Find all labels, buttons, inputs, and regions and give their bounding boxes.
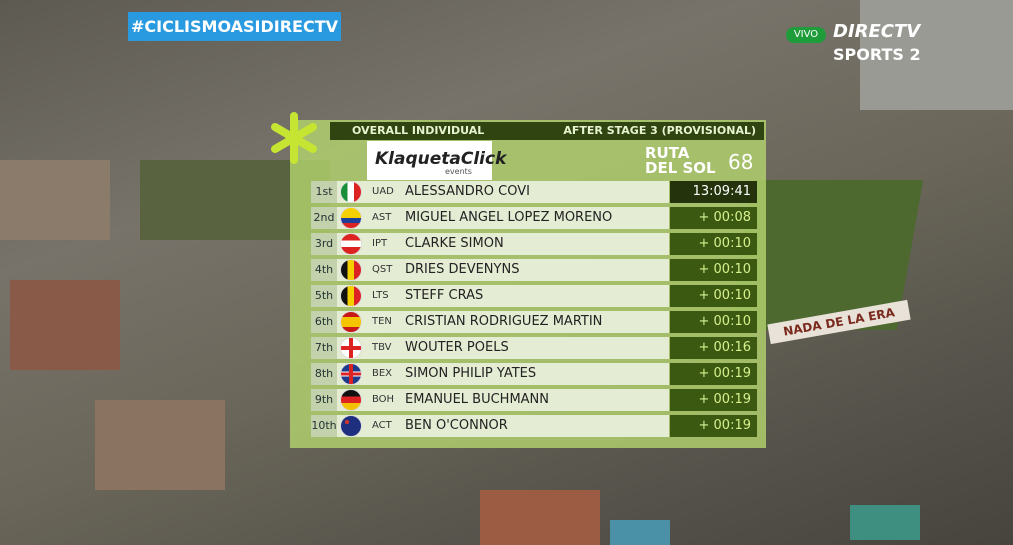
row-bar bbox=[337, 389, 669, 411]
position: 1st bbox=[311, 181, 337, 203]
flag bbox=[340, 207, 362, 229]
rider: STEFF CRAS bbox=[405, 288, 484, 303]
team: QST bbox=[372, 264, 393, 275]
team: TBV bbox=[372, 342, 392, 353]
time: + 00:10 bbox=[670, 259, 757, 281]
building bbox=[860, 0, 1013, 110]
sponsor-logo: KlaquetaClick events bbox=[367, 141, 506, 180]
flag bbox=[340, 259, 362, 281]
position: 2nd bbox=[311, 207, 337, 229]
row-bar bbox=[337, 207, 669, 229]
house bbox=[480, 490, 600, 545]
header-bar: OVERALL INDIVIDUAL AFTER STAGE 3 (PROVIS… bbox=[330, 122, 764, 140]
team: LTS bbox=[372, 290, 389, 301]
flag bbox=[340, 181, 362, 203]
flag bbox=[340, 311, 362, 333]
time: 13:09:41 bbox=[670, 181, 757, 203]
standing-row: 9th BOH EMANUEL BUCHMANN + 00:19 bbox=[311, 389, 757, 411]
standing-row: 7th TBV WOUTER POELS + 00:16 bbox=[311, 337, 757, 359]
rider: CLARKE SIMON bbox=[405, 236, 504, 251]
time: + 00:19 bbox=[670, 389, 757, 411]
flag bbox=[340, 363, 362, 385]
flag bbox=[340, 337, 362, 359]
standing-row: 3rd IPT CLARKE SIMON + 00:10 bbox=[311, 233, 757, 255]
rider: CRISTIAN RODRIGUEZ MARTIN bbox=[405, 314, 603, 329]
position: 4th bbox=[311, 259, 337, 281]
position: 3rd bbox=[311, 233, 337, 255]
race-logo: RUTA DEL SOL bbox=[645, 146, 716, 176]
standing-row: 8th BEX SIMON PHILIP YATES + 00:19 bbox=[311, 363, 757, 385]
race-line1: RUTA bbox=[645, 144, 690, 162]
flag bbox=[340, 233, 362, 255]
channel: SPORTS 2 bbox=[833, 45, 921, 64]
sponsor-name: KlaquetaClick bbox=[375, 149, 507, 169]
time: + 00:19 bbox=[670, 415, 757, 437]
rider: EMANUEL BUCHMANN bbox=[405, 392, 549, 407]
row-bar bbox=[337, 415, 669, 437]
time: + 00:08 bbox=[670, 207, 757, 229]
rider: MIGUEL ANGEL LOPEZ MORENO bbox=[405, 210, 613, 225]
broadcaster: DIRECTV bbox=[833, 21, 921, 42]
rider: ALESSANDRO COVI bbox=[405, 184, 530, 199]
team: AST bbox=[372, 212, 392, 223]
standing-row: 10th ACT BEN O'CONNOR + 00:19 bbox=[311, 415, 757, 437]
house bbox=[10, 280, 120, 370]
hashtag: #CICLISMOASIDIRECTV bbox=[128, 12, 341, 41]
row-bar bbox=[337, 285, 669, 307]
team: TEN bbox=[372, 316, 392, 327]
row-bar bbox=[337, 337, 669, 359]
time: + 00:10 bbox=[670, 311, 757, 333]
time: + 00:16 bbox=[670, 337, 757, 359]
row-bar bbox=[337, 363, 669, 385]
position: 5th bbox=[311, 285, 337, 307]
time: + 00:10 bbox=[670, 233, 757, 255]
live-badge: VIVO bbox=[786, 27, 826, 43]
rider: BEN O'CONNOR bbox=[405, 418, 508, 433]
team: BOH bbox=[372, 394, 395, 405]
panel-title: OVERALL INDIVIDUAL bbox=[352, 124, 485, 137]
position: 6th bbox=[311, 311, 337, 333]
position: 8th bbox=[311, 363, 337, 385]
rider: WOUTER POELS bbox=[405, 340, 509, 355]
standing-row: 5th LTS STEFF CRAS + 00:10 bbox=[311, 285, 757, 307]
pool bbox=[850, 505, 920, 540]
race-line2: DEL SOL bbox=[645, 159, 716, 177]
team: ACT bbox=[372, 420, 392, 431]
pool bbox=[610, 520, 670, 545]
standing-row: 4th QST DRIES DEVENYNS + 00:10 bbox=[311, 259, 757, 281]
position: 9th bbox=[311, 389, 337, 411]
team: IPT bbox=[372, 238, 388, 249]
position: 10th bbox=[311, 415, 337, 437]
team: UAD bbox=[372, 186, 394, 197]
time: + 00:19 bbox=[670, 363, 757, 385]
flag bbox=[340, 415, 362, 437]
row-bar bbox=[337, 181, 669, 203]
sponsor-tagline: events bbox=[445, 167, 472, 176]
house bbox=[0, 160, 110, 240]
flag bbox=[340, 285, 362, 307]
rider: SIMON PHILIP YATES bbox=[405, 366, 537, 381]
team: BEX bbox=[372, 368, 393, 379]
stage-label: AFTER STAGE 3 (PROVISIONAL) bbox=[563, 124, 756, 137]
star-logo bbox=[271, 112, 317, 164]
rider: DRIES DEVENYNS bbox=[405, 262, 520, 277]
race-edition: 68 bbox=[728, 150, 754, 174]
flag bbox=[340, 389, 362, 411]
row-bar bbox=[337, 233, 669, 255]
standing-row: 6th TEN CRISTIAN RODRIGUEZ MARTIN + 00:10 bbox=[311, 311, 757, 333]
time: + 00:10 bbox=[670, 285, 757, 307]
standing-row: 1st UAD ALESSANDRO COVI 13:09:41 bbox=[311, 181, 757, 203]
row-bar bbox=[337, 311, 669, 333]
row-bar bbox=[337, 259, 669, 281]
position: 7th bbox=[311, 337, 337, 359]
house bbox=[95, 400, 225, 490]
standing-row: 2nd AST MIGUEL ANGEL LOPEZ MORENO + 00:08 bbox=[311, 207, 757, 229]
